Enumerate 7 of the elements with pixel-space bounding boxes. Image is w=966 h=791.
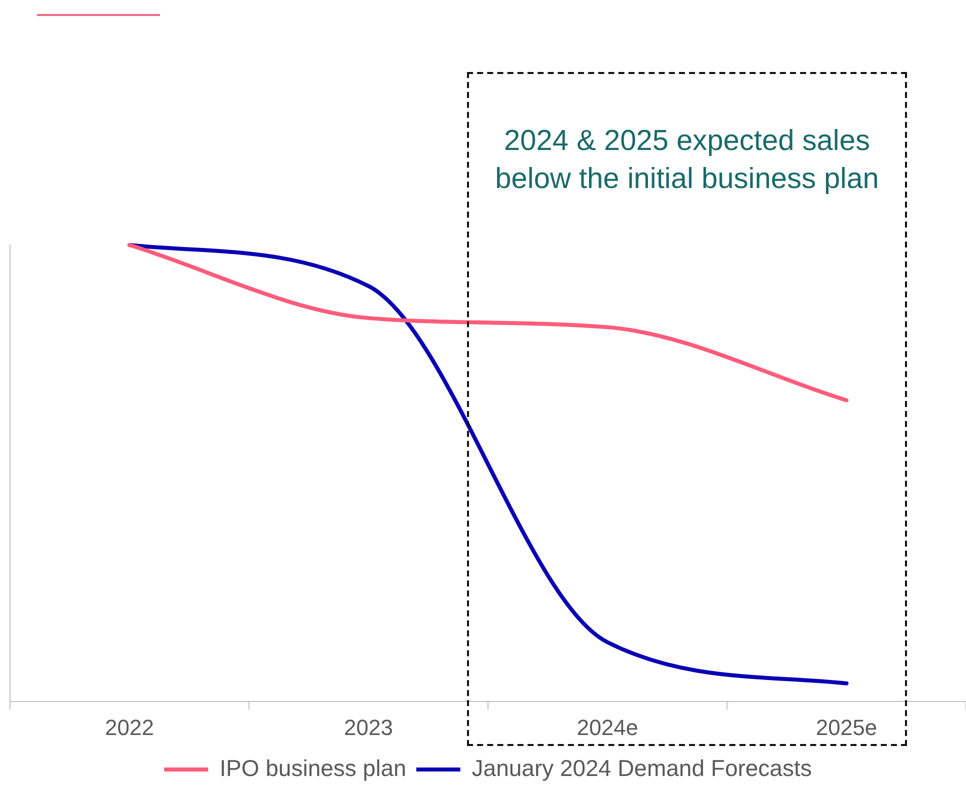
legend-label: IPO business plan: [220, 754, 406, 781]
x-tick-label: 2023: [344, 714, 393, 740]
x-tick-label: 2024e: [576, 714, 638, 740]
x-tick-label: 2022: [105, 714, 154, 740]
text: 2024 & 2025 expected sales below the initial business plan: [494, 124, 880, 197]
x-tick-label: 2025e: [816, 714, 878, 740]
legend-label: January 2024 Demand Forecasts: [472, 754, 812, 781]
